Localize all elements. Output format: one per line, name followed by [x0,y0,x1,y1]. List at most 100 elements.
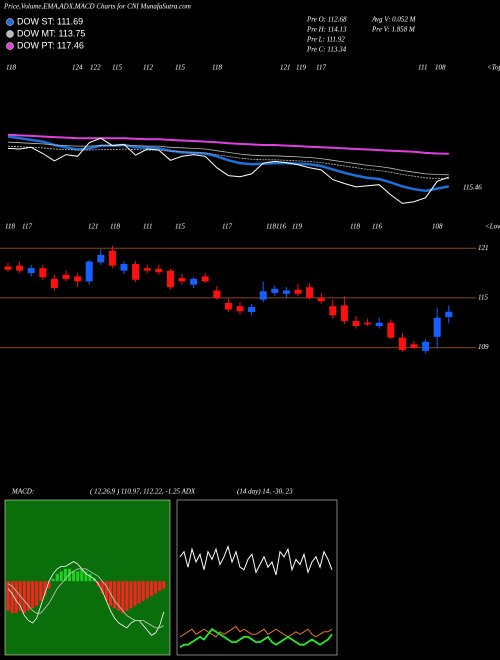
macd-bar [104,581,108,601]
page-title: Price,Volume,EMA,ADX,MACD Charts for CNI… [3,3,191,11]
macd-bar [137,581,141,604]
adx-line [179,625,333,638]
low-label: 118 [266,223,276,231]
macd-bar [158,581,162,592]
candle-body [190,278,198,285]
legend-label: DOW PT: 117.46 [17,40,84,50]
top-label: 112 [143,64,153,72]
level-label: 115 [478,294,488,302]
legend-label: DOW MT: 113.75 [17,28,85,38]
candle-body [317,297,325,302]
legend-label: DOW ST: 111.69 [17,16,83,26]
candle-body [120,264,128,271]
candle-body [398,337,406,351]
macd-bar [39,581,43,601]
top-label: 115 [175,64,185,72]
candle-body [108,250,116,266]
macd-bar [150,581,153,596]
macd-bar [68,568,71,582]
low-label: 121 [88,223,99,231]
candle-body [85,261,93,282]
macd-bar [129,581,133,609]
macd-bar [10,581,14,614]
macd-bar [76,571,80,582]
price-line [7,137,449,204]
adx-line [179,627,333,649]
candle-body [433,317,441,337]
candle-body [39,268,47,278]
low-label: 118 [5,223,15,231]
candle-body [16,265,24,271]
candle-body [422,341,430,351]
adx-params: (14 day) 14, -30, 23 [237,488,293,496]
candle-body [271,288,279,293]
low-label: 119 [292,223,302,231]
candle-body [248,307,256,312]
candle-body [50,278,58,288]
candle-body [178,278,186,282]
candle-body [445,311,453,318]
low-label: 116 [276,223,286,231]
candle-body [166,270,174,288]
candle-body [340,305,348,322]
macd-bar [133,581,137,606]
macd-bar [6,581,10,611]
macd-bar [27,581,30,611]
macd-bar [84,571,88,582]
candle-body [329,306,337,316]
macd-bar [35,581,39,606]
candle-body [282,290,290,294]
ema-line [7,133,449,155]
top-label: 119 [296,64,306,72]
candle-body [155,268,163,273]
macd-bar [141,581,145,601]
candle-body [97,254,105,263]
macd-bar [117,581,121,611]
top-label: 108 [435,64,446,72]
price-annotation: 115.46 [463,184,482,192]
macd-bar [125,581,129,611]
candle-body [201,276,209,282]
candle-body [387,322,395,338]
macd-bar [43,581,47,596]
candle-body [375,322,383,327]
macd-line [7,568,165,629]
ema-line [7,141,449,176]
macd-bar [72,571,76,582]
macd-bar [145,581,149,599]
legend-dot [6,18,14,26]
top-label: 111 [418,64,427,72]
top-label: 121 [280,64,291,72]
ema-line [7,145,449,180]
macd-bar [80,568,84,582]
low-label: 117 [222,223,232,231]
macd-bar [100,581,104,594]
ema-line [7,135,450,193]
macd-bar [51,578,55,582]
price-info: Pre C: 113.34 [306,46,347,54]
top-label: 118 [212,64,222,72]
top-label: <Tops [487,64,500,72]
low-label: <Lows [485,223,500,231]
price-info: Pre O: 112.68 [306,16,347,24]
macd-bar [154,581,158,594]
macd-bar [113,581,117,609]
level-label: 121 [478,244,489,252]
top-label: 115 [112,64,122,72]
low-label: 111 [143,223,152,231]
adx-panel [176,499,338,656]
low-label: 117 [22,223,32,231]
candle-body [306,287,314,298]
top-label: 124 [72,64,83,72]
low-label: 118 [110,223,120,231]
candle-body [294,289,302,294]
candle-body [27,268,35,274]
price-info: Pre L: 111.92 [306,36,345,44]
candle-body [62,274,70,279]
macd-title: MACD: [11,488,34,496]
macd-bar [63,568,67,582]
candle-body [143,268,151,271]
price-info: Pre V: 1.858 M [371,26,416,34]
level-label: 109 [478,343,489,351]
